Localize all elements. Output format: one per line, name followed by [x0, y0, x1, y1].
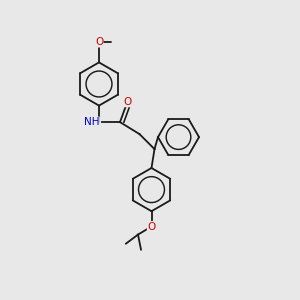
Text: O: O [147, 221, 156, 232]
Text: O: O [95, 37, 103, 47]
Text: NH: NH [84, 117, 99, 127]
Text: O: O [123, 97, 132, 107]
